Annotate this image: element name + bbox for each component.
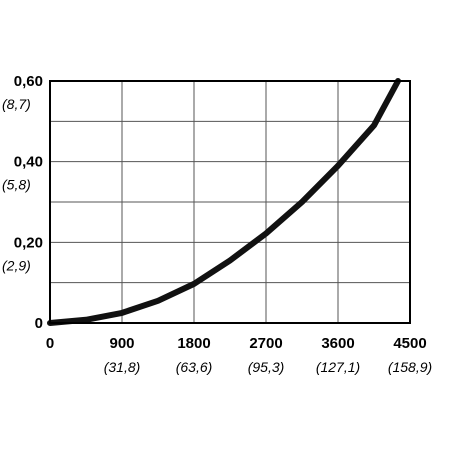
- y-tick-label: 0: [35, 315, 43, 332]
- y-axis-ticks: 0 0,20 (2,9) 0,40 (5,8) 0,60 (8,7): [2, 73, 43, 332]
- y-tick-sublabel: (8,7): [2, 96, 31, 112]
- x-tick-label: 900: [109, 335, 134, 352]
- x-tick-label: 2700: [249, 335, 282, 352]
- x-tick-label: 4500: [393, 335, 426, 352]
- x-tick-sublabel: (158,9): [388, 359, 432, 375]
- plot-frame: [49, 80, 411, 324]
- x-tick-label: 0: [46, 335, 54, 352]
- y-tick-label: 0,60: [14, 73, 43, 90]
- y-tick-sublabel: (2,9): [2, 257, 31, 273]
- x-tick-sublabel: (127,1): [316, 359, 360, 375]
- x-tick-label: 3600: [321, 335, 354, 352]
- x-tick-sublabel: (31,8): [104, 359, 141, 375]
- x-tick-sublabel: (63,6): [176, 359, 213, 375]
- grid: [50, 81, 410, 323]
- x-axis-ticks: 0 900 (31,8) 1800 (63,6) 2700 (95,3) 3600 (127,1…: [46, 335, 432, 375]
- series-line: [47, 78, 401, 326]
- x-tick-sublabel: (95,3): [248, 359, 285, 375]
- x-tick-label: 1800: [177, 335, 210, 352]
- y-tick-label: 0,40: [14, 154, 43, 171]
- y-tick-sublabel: (5,8): [2, 177, 31, 193]
- y-tick-label: 0,20: [14, 234, 43, 251]
